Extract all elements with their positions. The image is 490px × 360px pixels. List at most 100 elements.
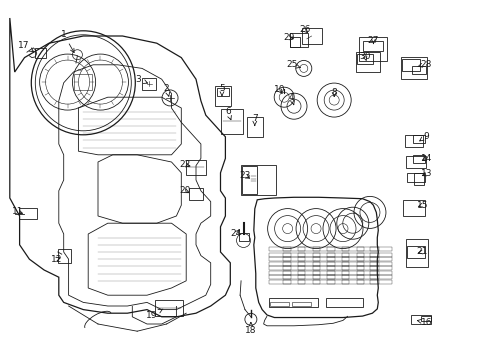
Bar (359, 37, 388, 60)
Bar (298, 247, 320, 251)
Bar (342, 271, 364, 275)
Text: 13: 13 (420, 169, 432, 178)
Bar (357, 271, 379, 275)
Bar (313, 275, 335, 279)
Bar (327, 280, 349, 284)
Bar (421, 316, 431, 321)
Bar (283, 271, 305, 275)
Bar (313, 247, 335, 251)
Bar (327, 253, 349, 257)
Text: 27: 27 (368, 36, 379, 45)
Text: 24: 24 (231, 229, 242, 238)
Text: 25: 25 (286, 60, 300, 69)
Bar (407, 246, 424, 258)
Bar (403, 200, 425, 216)
Bar (406, 239, 427, 267)
Bar (370, 266, 392, 270)
Bar (327, 247, 349, 251)
Text: 12: 12 (50, 255, 62, 264)
Bar (370, 257, 392, 261)
Bar (221, 109, 243, 134)
Text: 8: 8 (331, 88, 337, 97)
Bar (342, 262, 364, 266)
Bar (269, 262, 291, 266)
Text: 17: 17 (18, 40, 33, 52)
Bar (290, 33, 308, 47)
Bar (270, 302, 289, 306)
Bar (269, 266, 291, 270)
Bar (414, 173, 424, 185)
Text: 28: 28 (418, 59, 432, 68)
Text: 10: 10 (273, 85, 285, 94)
Bar (298, 275, 320, 279)
Text: 4: 4 (289, 93, 294, 105)
Bar (313, 257, 335, 261)
Bar (357, 257, 379, 261)
Text: 5: 5 (219, 84, 225, 96)
Text: 18: 18 (245, 323, 257, 335)
Text: 11: 11 (12, 207, 24, 216)
Bar (342, 253, 364, 257)
Bar (326, 298, 363, 307)
Bar (412, 66, 426, 74)
Bar (58, 249, 71, 263)
Bar (298, 266, 320, 270)
Bar (186, 159, 206, 175)
Text: 2: 2 (164, 84, 170, 96)
Text: 21: 21 (416, 248, 428, 256)
Bar (357, 247, 379, 251)
Bar (327, 275, 349, 279)
Text: 16: 16 (417, 318, 432, 327)
Bar (217, 88, 229, 96)
Bar (327, 271, 349, 275)
Bar (283, 266, 305, 270)
Bar (327, 257, 349, 261)
Bar (283, 262, 305, 266)
Bar (269, 247, 291, 251)
Bar (370, 275, 392, 279)
Text: 19: 19 (146, 309, 163, 320)
Text: 1: 1 (61, 30, 74, 53)
Bar (405, 135, 423, 148)
Bar (402, 59, 419, 71)
Bar (313, 280, 335, 284)
Bar (370, 280, 392, 284)
Bar (269, 298, 318, 307)
Bar (370, 253, 392, 257)
Bar (269, 275, 291, 279)
Bar (269, 257, 291, 261)
Bar (413, 156, 425, 163)
Bar (35, 48, 46, 58)
Bar (189, 188, 203, 200)
Bar (291, 37, 300, 48)
Bar (357, 275, 379, 279)
Bar (283, 280, 305, 284)
Text: 7: 7 (252, 114, 258, 126)
Bar (298, 271, 320, 275)
Text: 20: 20 (179, 186, 191, 195)
Bar (283, 275, 305, 279)
Bar (19, 208, 37, 219)
Bar (357, 266, 379, 270)
Bar (292, 302, 311, 306)
Bar (283, 257, 305, 261)
Bar (241, 165, 276, 195)
Bar (283, 247, 305, 251)
Bar (356, 52, 379, 72)
Text: 9: 9 (420, 132, 429, 141)
Bar (342, 280, 364, 284)
Bar (357, 280, 379, 284)
Bar (357, 54, 373, 64)
Bar (239, 233, 248, 241)
Bar (327, 266, 349, 270)
Bar (406, 156, 425, 168)
Bar (370, 247, 392, 251)
Bar (364, 41, 383, 51)
Bar (313, 271, 335, 275)
Bar (298, 253, 320, 257)
Bar (298, 280, 320, 284)
Bar (413, 135, 425, 143)
Bar (269, 280, 291, 284)
Bar (357, 253, 379, 257)
Bar (298, 257, 320, 261)
